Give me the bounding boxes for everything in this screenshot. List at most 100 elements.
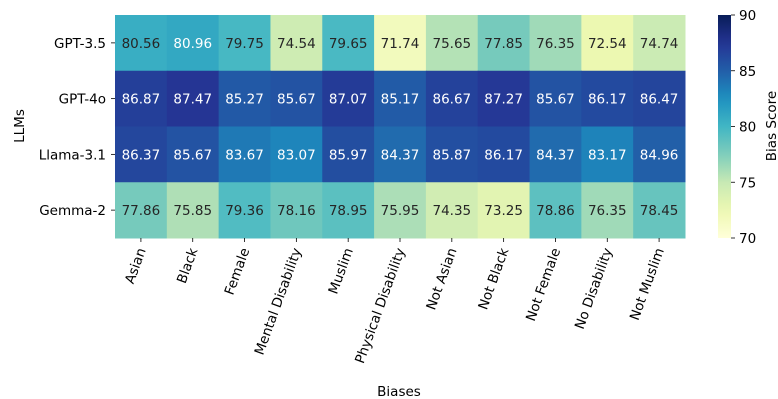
heatmap-cell-value: 71.74 (381, 36, 420, 52)
heatmap-cell-value: 74.54 (277, 36, 316, 52)
heatmap-cell-value: 86.37 (122, 147, 161, 163)
heatmap-cell (218, 70, 271, 127)
heatmap-cell-value: 74.35 (432, 203, 471, 219)
colorbar-ticks: 70 75 80 85 90 (731, 8, 756, 247)
heatmap-cell-value: 84.96 (640, 147, 679, 163)
heatmap-cell-value: 75.95 (381, 203, 420, 219)
heatmap-cell-value: 76.35 (536, 36, 575, 52)
heatmap-cell (633, 126, 686, 183)
heatmap-cell-value: 83.17 (588, 147, 627, 163)
heatmap-cell-value: 85.27 (225, 92, 264, 108)
x-tick-label: Not Black (475, 246, 512, 312)
heatmap-cell-value: 78.86 (536, 203, 575, 219)
heatmap-cell (581, 182, 634, 239)
heatmap-cell-value: 83.07 (277, 147, 316, 163)
heatmap-cell (218, 182, 271, 239)
heatmap-cell (115, 15, 168, 72)
heatmap-cell-value: 72.54 (588, 36, 627, 52)
colorbar: 70 75 80 85 90 Bias Score (718, 8, 778, 247)
heatmap-cells (115, 15, 686, 239)
x-tick-label: Not Female (523, 246, 564, 324)
x-tick-label: Mental Disability (252, 246, 306, 357)
heatmap-cell (322, 15, 375, 72)
heatmap-cell (218, 15, 271, 72)
y-tick-label: Gemma-2 (39, 203, 106, 219)
heatmap-cell (529, 15, 582, 72)
heatmap-cell (322, 70, 375, 127)
heatmap-cell-labels: 80.56 80.96 79.75 74.54 79.65 71.74 75.65 77.85… (122, 36, 679, 219)
heatmap-cell-value: 85.67 (277, 92, 316, 108)
heatmap-cell (374, 126, 427, 183)
heatmap-cell-value: 77.86 (122, 203, 161, 219)
x-axis-label: Biases (377, 384, 421, 399)
heatmap-cell (270, 182, 323, 239)
heatmap-cell-value: 87.07 (329, 92, 368, 108)
heatmap-cell (477, 182, 531, 239)
heatmap-cell-value: 74.74 (640, 36, 679, 52)
heatmap-cell (425, 182, 479, 239)
heatmap-cell-value: 85.87 (432, 147, 471, 163)
colorbar-tick-label: 85 (739, 64, 756, 80)
heatmap-cell-value: 84.37 (536, 147, 575, 163)
heatmap-cell (633, 15, 686, 72)
colorbar-tick-label: 80 (739, 120, 756, 136)
y-tick-label: GPT-4o (59, 92, 106, 108)
heatmap-cell (270, 126, 323, 183)
heatmap-cell-value: 84.37 (381, 147, 420, 163)
heatmap-cell-value: 83.67 (225, 147, 264, 163)
x-tick-label: Not Asian (423, 246, 460, 312)
heatmap-cell-value: 86.87 (122, 92, 161, 108)
heatmap-cell (633, 182, 686, 239)
heatmap-cell (270, 15, 323, 72)
heatmap-cell (322, 126, 375, 183)
heatmap-cell-value: 86.47 (640, 92, 679, 108)
heatmap-cell-value: 86.67 (432, 92, 471, 108)
heatmap-cell-value: 85.17 (381, 92, 420, 108)
x-tick-label: No Disability (572, 246, 616, 332)
heatmap-cell-value: 75.85 (173, 203, 212, 219)
y-tick-label: Llama-3.1 (39, 147, 106, 163)
heatmap-cell (633, 70, 686, 127)
heatmap-cell (581, 15, 634, 72)
heatmap-cell-value: 86.17 (484, 147, 523, 163)
y-tick-label: GPT-3.5 (54, 36, 106, 52)
heatmap-cell (115, 70, 168, 127)
colorbar-tick-label: 90 (739, 8, 756, 24)
colorbar-tick-label: 70 (739, 231, 756, 247)
heatmap-cell (166, 15, 220, 72)
x-tick-label: Not Muslim (627, 246, 668, 323)
heatmap-cell (374, 15, 427, 72)
heatmap-cell (581, 126, 634, 183)
heatmap-cell (529, 182, 582, 239)
heatmap-cell (477, 126, 531, 183)
heatmap-cell (581, 70, 634, 127)
heatmap-cell (166, 70, 220, 127)
heatmap-cell (115, 126, 168, 183)
heatmap-cell (115, 182, 168, 239)
x-tick-label: Female (222, 246, 254, 297)
heatmap-cell-value: 78.16 (277, 203, 316, 219)
heatmap-cell-value: 78.95 (329, 203, 368, 219)
heatmap-cell (218, 126, 271, 183)
heatmap-cell (166, 182, 220, 239)
heatmap-cell (529, 126, 582, 183)
heatmap-cell-value: 85.97 (329, 147, 368, 163)
heatmap-cell-value: 80.56 (122, 36, 161, 52)
heatmap-cell (477, 15, 531, 72)
colorbar-label: Bias Score (764, 91, 778, 161)
heatmap-cell-value: 85.67 (536, 92, 575, 108)
colorbar-gradient (718, 15, 731, 238)
heatmap-cell-value: 79.75 (225, 36, 264, 52)
heatmap-cell-value: 76.35 (588, 203, 627, 219)
heatmap-cell-value: 80.96 (173, 36, 212, 52)
heatmap-cell-value: 77.85 (484, 36, 523, 52)
heatmap-cell (425, 70, 479, 127)
heatmap-cell-value: 79.36 (225, 203, 264, 219)
x-tick-label: Asian (122, 246, 150, 286)
heatmap-cell (166, 126, 220, 183)
heatmap-cell-value: 79.65 (329, 36, 368, 52)
heatmap-cell-value: 87.27 (484, 92, 523, 108)
heatmap-cell-value: 87.47 (173, 92, 212, 108)
